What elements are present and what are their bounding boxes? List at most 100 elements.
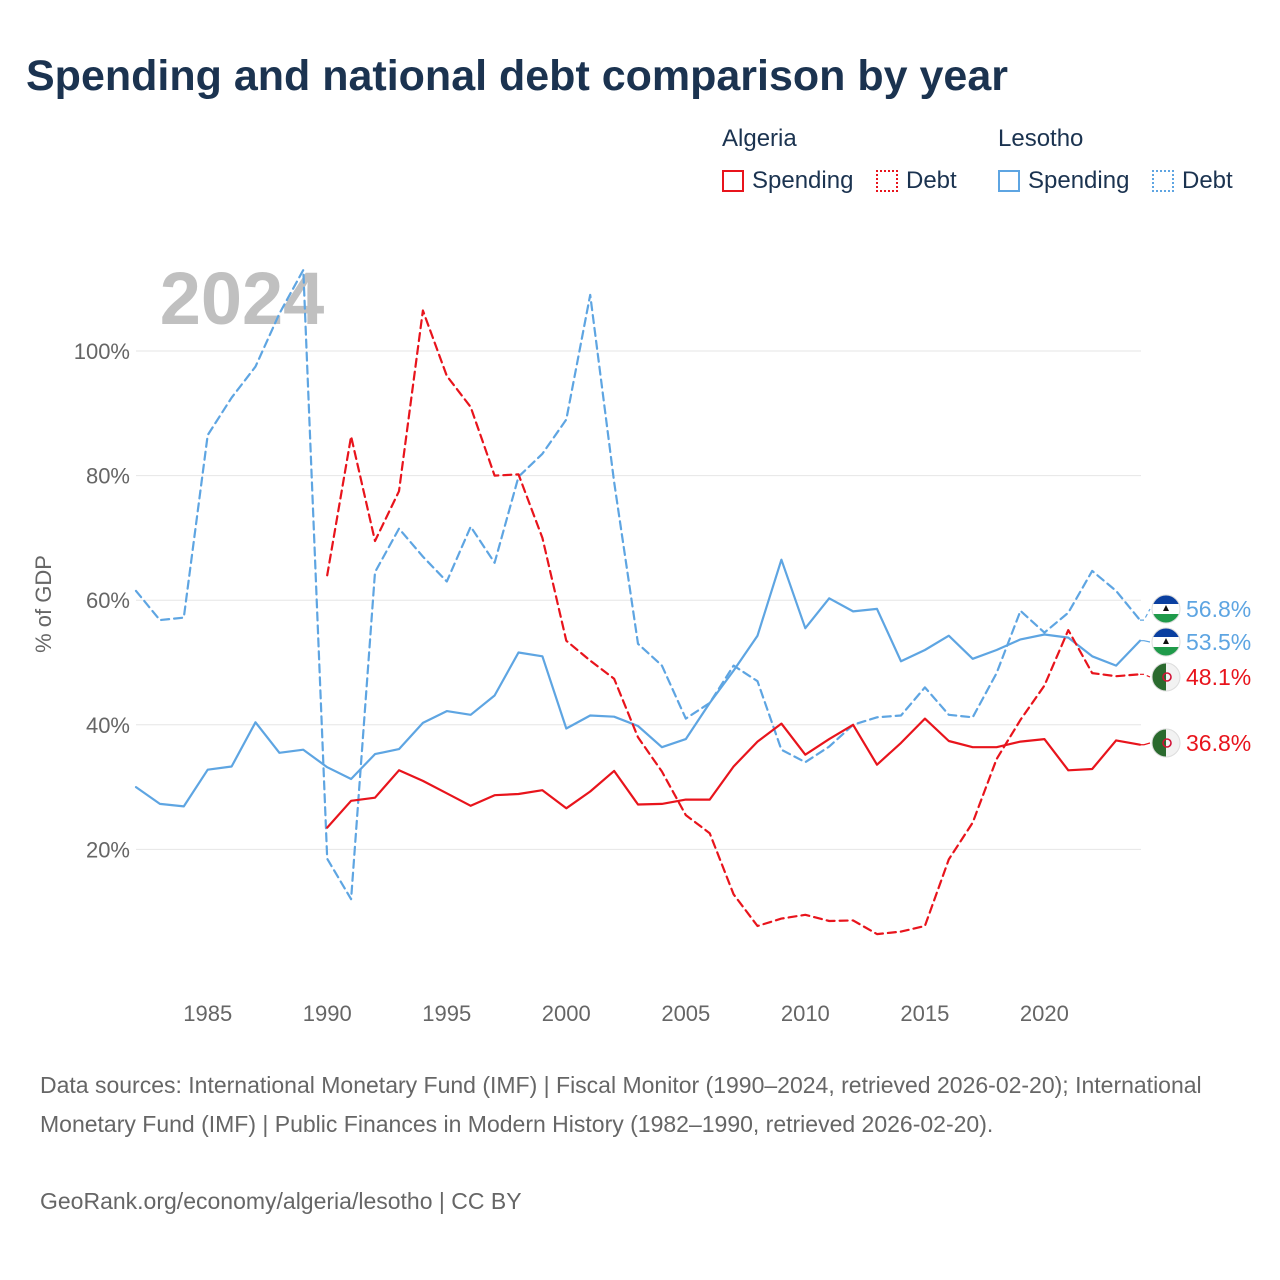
- data-point[interactable]: [158, 618, 162, 622]
- data-point[interactable]: [182, 616, 186, 620]
- data-point[interactable]: [612, 769, 616, 773]
- data-point[interactable]: [851, 609, 855, 613]
- data-point[interactable]: [301, 748, 305, 752]
- data-point[interactable]: [397, 527, 401, 531]
- data-point[interactable]: [756, 924, 760, 928]
- data-point[interactable]: [349, 799, 353, 803]
- data-point[interactable]: [325, 857, 329, 861]
- data-point[interactable]: [134, 785, 138, 789]
- data-point[interactable]: [1042, 737, 1046, 741]
- data-point[interactable]: [827, 596, 831, 600]
- data-point[interactable]: [1066, 628, 1070, 632]
- data-point[interactable]: [588, 659, 592, 663]
- data-point[interactable]: [971, 821, 975, 825]
- data-point[interactable]: [397, 768, 401, 772]
- data-point[interactable]: [899, 930, 903, 934]
- data-point[interactable]: [373, 796, 377, 800]
- data-point[interactable]: [134, 589, 138, 593]
- data-point[interactable]: [421, 779, 425, 783]
- data-point[interactable]: [469, 405, 473, 409]
- data-point[interactable]: [277, 312, 281, 316]
- data-point[interactable]: [708, 701, 712, 705]
- data-point[interactable]: [636, 642, 640, 646]
- data-point[interactable]: [995, 745, 999, 749]
- data-point[interactable]: [995, 757, 999, 761]
- data-point[interactable]: [947, 713, 951, 717]
- data-point[interactable]: [1114, 664, 1118, 668]
- data-point[interactable]: [1090, 569, 1094, 573]
- data-point[interactable]: [995, 671, 999, 675]
- data-point[interactable]: [875, 932, 879, 936]
- data-point[interactable]: [1018, 718, 1022, 722]
- data-point[interactable]: [923, 648, 927, 652]
- data-point[interactable]: [923, 717, 927, 721]
- data-point[interactable]: [899, 741, 903, 745]
- data-point[interactable]: [325, 826, 329, 830]
- data-point[interactable]: [732, 765, 736, 769]
- data-point[interactable]: [540, 788, 544, 792]
- series-line-algeria-debt[interactable]: [326, 309, 1142, 936]
- data-point[interactable]: [923, 924, 927, 928]
- data-point[interactable]: [1090, 767, 1094, 771]
- data-point[interactable]: [660, 770, 664, 774]
- data-point[interactable]: [947, 739, 951, 743]
- data-point[interactable]: [277, 751, 281, 755]
- data-point[interactable]: [421, 309, 425, 313]
- data-point[interactable]: [516, 792, 520, 796]
- data-point[interactable]: [636, 724, 640, 728]
- data-point[interactable]: [612, 677, 616, 681]
- data-point[interactable]: [1018, 637, 1022, 641]
- data-point[interactable]: [995, 648, 999, 652]
- data-point[interactable]: [971, 715, 975, 719]
- data-point[interactable]: [469, 804, 473, 808]
- data-point[interactable]: [875, 715, 879, 719]
- data-point[interactable]: [827, 919, 831, 923]
- data-point[interactable]: [875, 763, 879, 767]
- data-point[interactable]: [564, 418, 568, 422]
- series-line-lesotho-spending[interactable]: [134, 558, 1142, 808]
- data-point[interactable]: [756, 679, 760, 683]
- data-point[interactable]: [1066, 636, 1070, 640]
- data-point[interactable]: [1114, 589, 1118, 593]
- data-point[interactable]: [564, 639, 568, 643]
- data-point[interactable]: [540, 452, 544, 456]
- data-point[interactable]: [612, 480, 616, 484]
- data-point[interactable]: [254, 365, 258, 369]
- data-point[interactable]: [636, 803, 640, 807]
- data-point[interactable]: [373, 752, 377, 756]
- data-point[interactable]: [612, 715, 616, 719]
- data-point[interactable]: [1042, 684, 1046, 688]
- data-point[interactable]: [971, 657, 975, 661]
- data-point[interactable]: [469, 525, 473, 529]
- data-point[interactable]: [899, 659, 903, 663]
- data-point[interactable]: [756, 740, 760, 744]
- data-point[interactable]: [516, 651, 520, 655]
- data-point[interactable]: [445, 580, 449, 584]
- data-point[interactable]: [947, 857, 951, 861]
- data-point[interactable]: [373, 539, 377, 543]
- data-point[interactable]: [493, 561, 497, 565]
- data-point[interactable]: [158, 802, 162, 806]
- data-point[interactable]: [230, 765, 234, 769]
- data-point[interactable]: [206, 768, 210, 772]
- data-point[interactable]: [732, 892, 736, 896]
- data-point[interactable]: [899, 713, 903, 717]
- data-point[interactable]: [1114, 674, 1118, 678]
- data-point[interactable]: [540, 536, 544, 540]
- data-point[interactable]: [803, 626, 807, 630]
- data-point[interactable]: [230, 396, 234, 400]
- data-point[interactable]: [540, 654, 544, 658]
- data-point[interactable]: [803, 753, 807, 757]
- data-point[interactable]: [732, 669, 736, 673]
- data-point[interactable]: [803, 913, 807, 917]
- data-point[interactable]: [756, 634, 760, 638]
- data-point[interactable]: [445, 709, 449, 713]
- data-point[interactable]: [469, 713, 473, 717]
- data-point[interactable]: [827, 745, 831, 749]
- data-point[interactable]: [827, 737, 831, 741]
- data-point[interactable]: [1066, 768, 1070, 772]
- data-point[interactable]: [708, 798, 712, 802]
- data-point[interactable]: [779, 558, 783, 562]
- data-point[interactable]: [1090, 654, 1094, 658]
- data-point[interactable]: [684, 737, 688, 741]
